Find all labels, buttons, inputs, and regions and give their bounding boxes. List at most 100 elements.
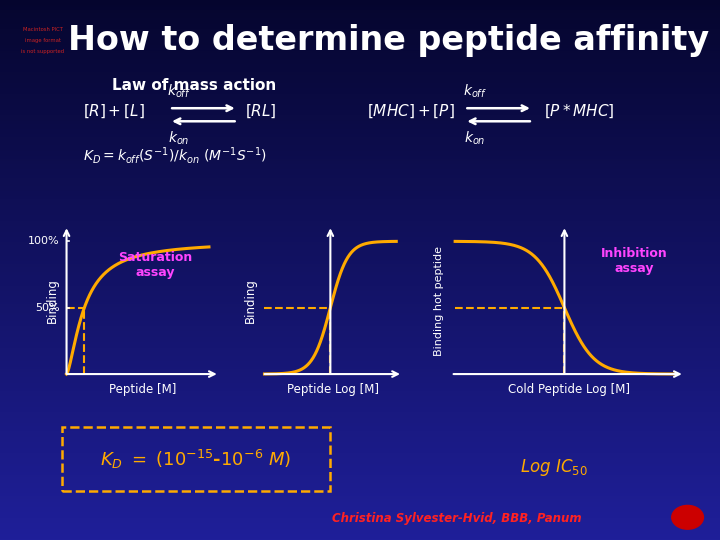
- Bar: [0, 339, 720, 343]
- Bar: [0, 480, 720, 483]
- Bar: [0, 96, 720, 100]
- Bar: [0, 83, 720, 86]
- Text: $[MHC] + [P]$: $[MHC] + [P]$: [367, 103, 455, 120]
- Bar: [0, 134, 720, 138]
- Bar: [0, 536, 720, 540]
- Bar: [0, 223, 720, 227]
- Bar: [0, 515, 720, 518]
- Bar: [0, 129, 720, 132]
- Bar: [0, 350, 720, 354]
- Bar: [0, 42, 720, 46]
- Bar: [0, 150, 720, 154]
- Bar: [0, 185, 720, 189]
- Bar: [0, 80, 720, 84]
- Bar: [0, 453, 720, 456]
- Bar: [0, 250, 720, 254]
- Bar: [0, 142, 720, 146]
- Bar: [0, 523, 720, 526]
- Bar: [0, 493, 720, 497]
- Bar: [0, 112, 720, 116]
- Bar: [0, 34, 720, 38]
- Bar: [0, 58, 720, 62]
- Bar: [0, 458, 720, 462]
- Y-axis label: Binding: Binding: [45, 279, 58, 323]
- X-axis label: Cold Peptide Log [M]: Cold Peptide Log [M]: [508, 383, 630, 396]
- Bar: [0, 326, 720, 329]
- Bar: [0, 91, 720, 94]
- Bar: [0, 253, 720, 256]
- Bar: [0, 496, 720, 500]
- Bar: [0, 488, 720, 491]
- Bar: [0, 10, 720, 14]
- Bar: [0, 48, 720, 51]
- Bar: [0, 331, 720, 335]
- Text: $k_{on}$: $k_{on}$: [168, 130, 189, 147]
- Text: $k_{off}$: $k_{off}$: [463, 83, 487, 100]
- Text: $[P*MHC]$: $[P*MHC]$: [544, 103, 614, 120]
- Bar: [0, 469, 720, 472]
- Bar: [0, 264, 720, 267]
- Text: $K_D = k_{off}(S^{-1})/k_{on}\ (M^{-1}S^{-1})$: $K_D = k_{off}(S^{-1})/k_{on}\ (M^{-1}S^…: [83, 145, 266, 166]
- Bar: [0, 415, 720, 419]
- Bar: [0, 412, 720, 416]
- Bar: [0, 204, 720, 208]
- Bar: [0, 307, 720, 310]
- Bar: [0, 156, 720, 159]
- Bar: [0, 21, 720, 24]
- Bar: [0, 201, 720, 205]
- Bar: [0, 215, 720, 219]
- Bar: [0, 439, 720, 443]
- Bar: [0, 336, 720, 340]
- Bar: [0, 366, 720, 370]
- Bar: [0, 145, 720, 148]
- Bar: [0, 139, 720, 143]
- Bar: [0, 282, 720, 286]
- Bar: [0, 64, 720, 68]
- Bar: [0, 261, 720, 265]
- Bar: [0, 372, 720, 375]
- Bar: [0, 490, 720, 494]
- Bar: [0, 237, 720, 240]
- Bar: [0, 342, 720, 346]
- Bar: [0, 501, 720, 505]
- Bar: [0, 428, 720, 432]
- Bar: [0, 291, 720, 294]
- Bar: [0, 107, 720, 111]
- Bar: [0, 2, 720, 5]
- Bar: [0, 172, 720, 176]
- Text: $[RL]$: $[RL]$: [245, 103, 276, 120]
- Bar: [0, 120, 720, 124]
- Text: Christina Sylvester-Hvid, BBB, Panum: Christina Sylvester-Hvid, BBB, Panum: [333, 512, 582, 525]
- Bar: [0, 75, 720, 78]
- Bar: [0, 26, 720, 30]
- Bar: [0, 196, 720, 200]
- Bar: [0, 53, 720, 57]
- Bar: [0, 50, 720, 54]
- Bar: [0, 420, 720, 424]
- Bar: [0, 180, 720, 184]
- Bar: [0, 247, 720, 251]
- Bar: [0, 347, 720, 351]
- Bar: [0, 274, 720, 278]
- Bar: [0, 463, 720, 467]
- Bar: [0, 199, 720, 202]
- Bar: [0, 193, 720, 197]
- Bar: [0, 534, 720, 537]
- Bar: [0, 131, 720, 135]
- Text: $k_{on}$: $k_{on}$: [464, 130, 486, 147]
- Bar: [0, 266, 720, 270]
- Bar: [0, 164, 720, 167]
- Text: Saturation
assay: Saturation assay: [118, 251, 193, 279]
- Bar: [0, 390, 720, 394]
- Bar: [0, 188, 720, 192]
- Bar: [0, 471, 720, 475]
- Bar: [0, 423, 720, 427]
- Bar: [0, 436, 720, 440]
- Bar: [0, 212, 720, 216]
- Bar: [0, 110, 720, 113]
- Text: $K_D\ =\ (10^{-15}$-$10^{-6}\ M)$: $K_D\ =\ (10^{-15}$-$10^{-6}\ M)$: [100, 448, 292, 470]
- Bar: [0, 0, 720, 3]
- Bar: [0, 474, 720, 478]
- Bar: [0, 207, 720, 211]
- Bar: [0, 158, 720, 162]
